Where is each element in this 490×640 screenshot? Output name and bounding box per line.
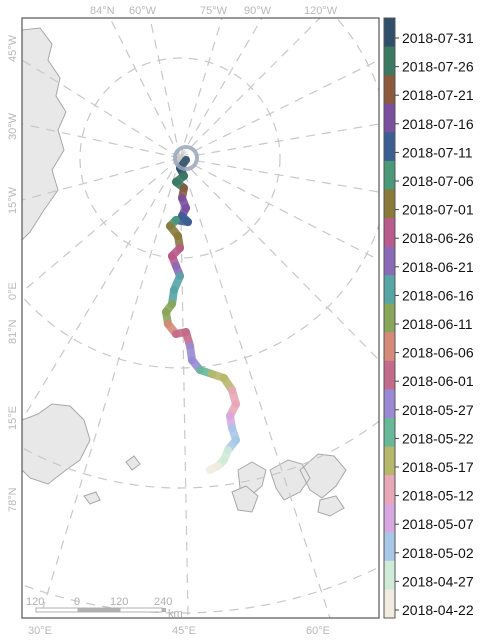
legend-date-label: 2018-04-22: [402, 602, 474, 618]
legend-color-swatch: [384, 303, 395, 333]
left-tick: 30°W: [7, 112, 19, 140]
left-tick: 81°N: [7, 319, 19, 344]
legend-color-swatch: [384, 160, 395, 190]
legend-color-swatch: [384, 75, 395, 105]
legend-color-swatch: [384, 532, 395, 562]
track-segment: [206, 462, 222, 474]
legend-date-label: 2018-04-27: [402, 573, 474, 589]
bottom-axis-ticks: 30°E 45°E 60°E: [28, 625, 330, 637]
legend-date-label: 2018-07-06: [402, 173, 474, 189]
legend-date-label: 2018-06-11: [402, 316, 473, 332]
legend-color-swatch: [384, 446, 395, 476]
legend-date-label: 2018-05-27: [402, 402, 474, 418]
bottom-tick: 30°E: [28, 625, 52, 637]
graticule: [22, 18, 379, 618]
left-tick: 0°E: [7, 282, 19, 300]
legend-date-label: 2018-05-17: [402, 459, 474, 475]
legend-color-swatch: [384, 275, 395, 305]
scale-bar: 120 0 120 240 km: [26, 596, 183, 620]
scale-tick: 0: [74, 596, 80, 608]
legend-border: [383, 17, 396, 619]
legend-color-swatch: [384, 18, 395, 48]
top-tick: 90°W: [244, 5, 272, 17]
legend-date-label: 2018-07-26: [402, 59, 474, 75]
top-tick: 60°W: [129, 5, 157, 17]
legend-color-swatch: [384, 418, 395, 448]
legend-color-swatch: [384, 246, 395, 276]
legend-color-swatch: [384, 218, 395, 248]
drift-track: [162, 156, 240, 474]
legend-date-label: 2018-07-16: [402, 116, 474, 132]
legend-date-label: 2018-05-07: [402, 516, 474, 532]
top-tick: 120°W: [304, 5, 338, 17]
svalbard-land: [22, 27, 67, 241]
scale-tick: 240: [154, 596, 172, 608]
legend-date-label: 2018-07-01: [402, 202, 474, 218]
legend-color-swatch: [384, 103, 395, 133]
legend-date-label: 2018-06-01: [402, 373, 474, 389]
legend-date-label: 2018-07-11: [402, 144, 473, 160]
legend-date-label: 2018-05-22: [402, 430, 474, 446]
legend-date-label: 2018-06-06: [402, 345, 474, 361]
legend-date-label: 2018-07-31: [402, 30, 474, 46]
legend-color-swatch: [384, 46, 395, 76]
land-masses: [22, 27, 347, 517]
top-tick: 84°N: [90, 5, 115, 17]
franz-josef-islands: [231, 453, 347, 517]
legend-color-swatch: [384, 132, 395, 162]
legend-color-swatch: [384, 360, 395, 390]
legend-color-swatch: [384, 503, 395, 533]
legend-date-label: 2018-05-12: [402, 488, 474, 504]
left-tick: 45°W: [7, 34, 19, 62]
legend-date-label: 2018-07-21: [402, 87, 474, 103]
left-tick: 15°W: [7, 186, 19, 214]
map-frame: [21, 17, 380, 619]
bottom-tick: 45°E: [172, 625, 196, 637]
legend-color-swatch: [384, 589, 395, 619]
kvitoya-land: [125, 455, 141, 471]
top-axis-ticks: 84°N 60°W 75°W 90°W 120°W: [90, 5, 338, 17]
legend-color-swatch: [384, 475, 395, 505]
small-islet: [83, 491, 101, 505]
legend-color-swatch: [384, 189, 395, 219]
left-tick: 78°N: [7, 487, 19, 512]
scale-tick: 120: [110, 596, 128, 608]
legend-date-label: 2018-06-21: [402, 259, 474, 275]
legend-color-swatch: [384, 560, 395, 590]
legend-color-swatch: [384, 332, 395, 362]
nordaustlandet-land: [22, 403, 91, 485]
left-tick: 15°E: [7, 406, 19, 430]
legend-date-label: 2018-06-16: [402, 287, 474, 303]
top-tick: 75°W: [200, 5, 228, 17]
legend-date-label: 2018-05-02: [402, 545, 474, 561]
legend-color-swatch: [384, 389, 395, 419]
date-color-legend: 2018-07-31 2018-07-26 2018-07-21 2018-07-16…: [383, 17, 474, 619]
bottom-tick: 60°E: [306, 625, 330, 637]
circle-marker-icon: [173, 145, 199, 171]
legend-date-label: 2018-06-26: [402, 230, 474, 246]
left-axis-ticks: 45°W 30°W 15°W 0°E 81°N 15°E 78°N: [7, 34, 19, 512]
scale-unit: km: [168, 608, 183, 620]
scale-tick: 120: [26, 596, 44, 608]
